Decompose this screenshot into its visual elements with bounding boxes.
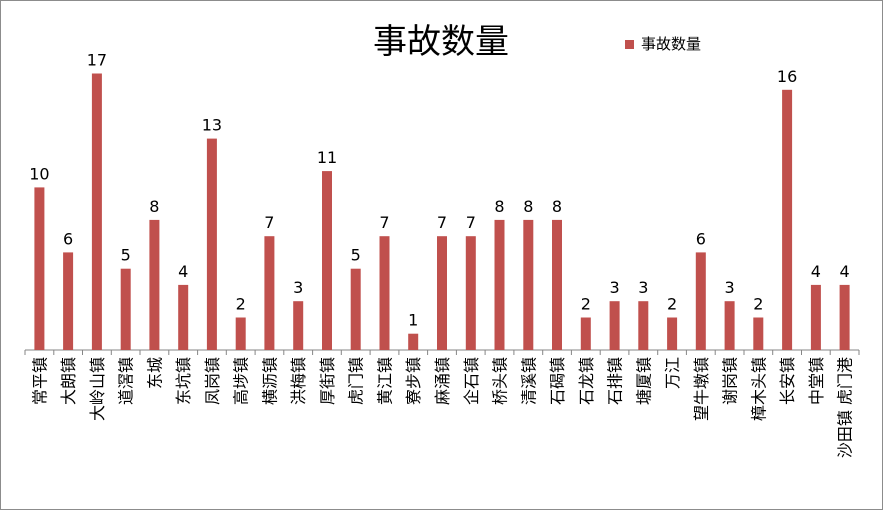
data-label: 2 [236,295,246,314]
bar [667,317,678,350]
legend-swatch [625,40,634,49]
data-label: 3 [725,278,735,297]
bar [782,89,793,351]
bar [609,301,620,350]
bar [264,236,275,350]
data-label: 13 [202,116,222,135]
bar [638,301,649,350]
legend-label: 事故数量 [641,35,701,53]
bar [695,252,706,350]
bar [178,284,189,350]
data-label: 7 [466,213,476,232]
data-label: 2 [581,295,591,314]
bar [810,284,821,350]
bar [91,73,102,350]
data-label: 4 [178,262,188,281]
category-label: 塘厦镇 [634,357,653,405]
bar [552,219,562,350]
data-label: 7 [437,213,447,232]
category-label: 道滘镇 [117,357,136,405]
category-label: 沙田镇 虎门港 [836,357,855,458]
category-label: 石碣镇 [548,357,567,405]
category-label: 厚街镇 [318,357,337,405]
bar [494,219,505,350]
data-label: 5 [121,246,131,265]
bar [235,317,246,350]
category-label: 樟木头镇 [749,357,768,421]
category-label: 常平镇 [30,357,49,405]
category-label: 石排镇 [606,357,625,405]
data-label: 8 [494,197,504,216]
category-label: 洪梅镇 [289,357,308,405]
category-label: 虎门镇 [347,357,366,405]
category-label: 凤岗镇 [203,357,222,405]
bar [206,138,217,350]
bar [322,171,332,350]
category-label: 横沥镇 [260,357,279,405]
category-label: 长安镇 [778,357,797,405]
category-label: 大朗镇 [59,357,78,405]
data-label: 4 [840,262,850,281]
category-label: 望牛墩镇 [692,357,711,421]
bar [293,301,304,350]
bar [465,236,476,350]
bar [379,236,390,350]
bar [580,317,591,350]
category-label: 中堂镇 [807,357,826,405]
plot-area: 10常平镇6大朗镇17大岭山镇5道滘镇8东城4东坑镇13凤岗镇2高埗镇7横沥镇3… [24,51,860,458]
category-label: 谢岗镇 [721,357,740,405]
chart-title: 事故数量 [373,22,509,62]
category-label: 麻涌镇 [433,357,452,405]
category-label: 寮步镇 [404,357,423,405]
data-label: 5 [351,246,361,265]
data-label: 17 [87,51,107,70]
bar [408,333,419,350]
category-label: 东城 [145,357,164,389]
data-label: 7 [379,213,389,232]
bar [34,187,45,350]
category-label: 清溪镇 [519,357,538,405]
category-label: 高埗镇 [232,357,251,405]
data-label: 7 [264,213,274,232]
data-label: 3 [610,278,620,297]
data-label: 2 [753,295,763,314]
bar [523,219,534,350]
data-label: 8 [149,197,159,216]
legend: 事故数量 [625,35,701,53]
category-label: 黄江镇 [376,357,395,405]
data-label: 8 [552,197,562,216]
bar [753,317,764,350]
bar [63,252,74,350]
category-label: 大岭山镇 [88,357,107,421]
data-label: 3 [293,278,303,297]
bar [724,301,735,350]
data-label: 16 [777,67,797,86]
data-label: 1 [408,311,418,330]
data-label: 6 [63,229,73,248]
category-label: 石龙镇 [577,357,596,405]
data-label: 4 [811,262,821,281]
bar [437,236,447,350]
category-label: 东坑镇 [174,357,193,405]
data-label: 10 [29,164,49,183]
category-label: 企石镇 [462,357,481,405]
category-label: 桥头镇 [491,357,510,405]
data-label: 11 [317,148,337,167]
data-label: 3 [638,278,648,297]
bar [350,268,361,350]
bar [149,219,160,350]
data-label: 8 [523,197,533,216]
data-label: 2 [667,295,677,314]
category-label: 万江 [663,357,682,389]
data-label: 6 [696,229,706,248]
bar [839,284,850,350]
bar [120,268,131,350]
